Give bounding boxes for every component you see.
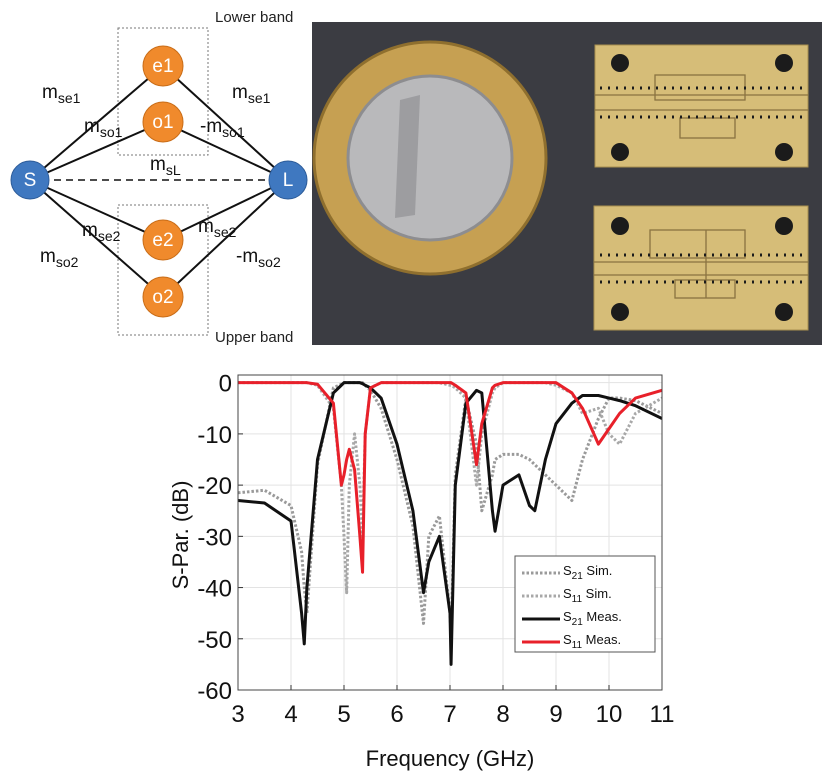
x-tick-label: 5 [337,701,350,728]
coin-center [348,76,512,240]
coupling-label: mse1 [42,82,81,106]
y-tick-label: -10 [197,422,232,449]
x-tick-label: 9 [549,701,562,728]
x-tick-label: 4 [284,701,297,728]
y-tick-label: -20 [197,473,232,500]
node-label: o2 [152,287,173,308]
coupling-label: mse2 [82,220,121,244]
node-label: S [24,170,37,191]
y-tick-label: -30 [197,524,232,551]
node-label: e2 [152,230,173,251]
x-tick-label: 8 [496,701,509,728]
x-tick-label: 7 [443,701,456,728]
coupling-label: msL [150,154,181,178]
x-tick-label: 11 [650,701,675,728]
photo [312,22,822,345]
node-label: e1 [152,56,173,77]
coupling-label: mse1 [232,82,271,106]
y-axis-label: S-Par. (dB) [168,481,193,590]
node-label: L [283,170,294,191]
band-label: Upper band [215,329,293,346]
x-tick-label: 10 [596,701,623,728]
x-tick-label: 3 [231,701,244,728]
coupling-label: mse2 [198,216,237,240]
x-tick-label: 6 [390,701,403,728]
y-tick-label: -50 [197,627,232,654]
figure: S L e1 o1 e2 o2 Lower band Upper band ms… [0,0,822,776]
y-tick-label: -40 [197,576,232,603]
band-label: Lower band [215,9,293,26]
y-tick-label: -60 [197,678,232,705]
coupling-label: mso1 [84,116,123,140]
s-parameter-chart: Frequency (GHz) S-Par. (dB) 3 4 5 6 7 8 9 10 11 0… [168,371,674,771]
coupling-label: -mso2 [236,246,281,270]
node-label: o1 [152,112,173,133]
coupling-label: mso2 [40,246,79,270]
coupling-diagram: S L e1 o1 e2 o2 Lower band Upper band ms… [11,9,307,346]
y-tick-label: 0 [219,371,232,398]
x-axis-label: Frequency (GHz) [366,746,535,771]
